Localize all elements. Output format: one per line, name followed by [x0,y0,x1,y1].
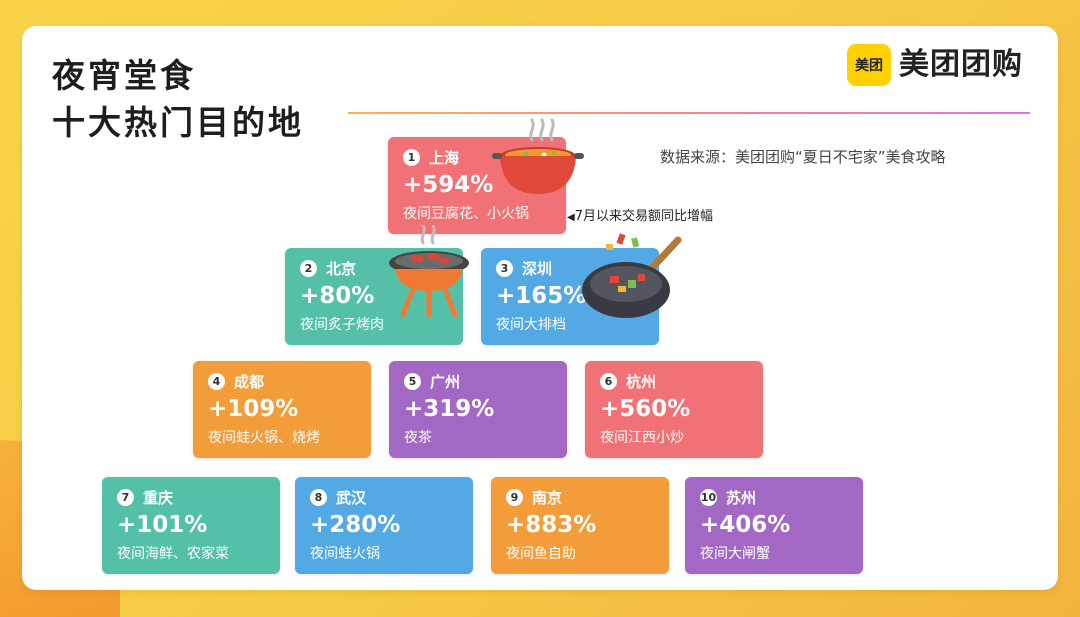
city-name: 北京 [326,259,357,278]
destination-tile: 6 杭州 +560% 夜间江西小炒 [585,361,763,458]
rank-badge: 2 [300,259,317,277]
grill-icon [389,225,469,317]
wok-icon [582,233,682,318]
growth-note-text: 7月以来交易额同比增幅 [574,209,713,224]
meituan-logo-text: 美团团购 [899,47,1023,82]
food-description: 夜间炙子烤肉 [300,317,384,333]
food-description: 夜间大闸蟹 [700,546,770,562]
left-arrow-icon: ◀ [567,212,575,223]
food-description: 夜间豆腐花、小火锅 [403,206,529,222]
rank-badge: 6 [600,372,617,390]
growth-value: +560% [600,396,691,422]
growth-value: +101% [117,512,208,538]
growth-value: +280% [310,512,401,538]
city-name: 武汉 [336,488,367,507]
destination-tile: 8 武汉 +280% 夜间蛙火锅 [295,477,473,574]
city-name: 重庆 [143,488,174,507]
rank-badge: 3 [496,259,513,277]
growth-value: +165% [496,283,587,309]
destination-tile: 10 苏州 +406% 夜间大闸蟹 [685,477,863,574]
page-title-line2: 十大热门目的地 [52,103,304,142]
destination-tile: 4 成都 +109% 夜间蛙火锅、烧烤 [193,361,371,458]
rank-badge: 10 [700,488,717,506]
food-description: 夜间海鲜、农家菜 [117,546,229,562]
growth-value: +406% [700,512,791,538]
rank-badge: 7 [117,488,134,506]
food-description: 夜茶 [404,430,432,446]
hotpot-icon [492,118,584,194]
city-name: 杭州 [626,372,657,391]
rank-badge: 9 [506,488,523,506]
city-name: 深圳 [522,259,553,278]
food-description: 夜间江西小炒 [600,430,684,446]
growth-note: ◀7月以来交易额同比增幅 [567,205,713,224]
city-name: 南京 [532,488,563,507]
food-description: 夜间鱼自助 [506,546,576,562]
food-description: 夜间蛙火锅 [310,546,380,562]
food-description: 夜间大排档 [496,317,566,333]
rank-badge: 5 [404,372,421,390]
city-name: 成都 [234,372,265,391]
growth-value: +109% [208,396,299,422]
meituan-logo-badge: 美团 [847,44,891,86]
destination-tile: 7 重庆 +101% 夜间海鲜、农家菜 [102,477,280,574]
city-name: 苏州 [726,488,757,507]
food-description: 夜间蛙火锅、烧烤 [208,430,320,446]
growth-value: +80% [300,283,375,309]
data-source-label: 数据来源：美团团购“夏日不宅家”美食攻略 [660,148,946,166]
destination-tile: 9 南京 +883% 夜间鱼自助 [491,477,669,574]
growth-value: +319% [404,396,495,422]
destination-tile: 5 广州 +319% 夜茶 [389,361,567,458]
rank-badge: 4 [208,372,225,390]
rank-badge: 8 [310,488,327,506]
title-divider [348,112,1030,114]
page-title-line1: 夜宵堂食 [52,56,196,95]
rank-badge: 1 [403,148,420,166]
city-name: 上海 [429,148,460,167]
city-name: 广州 [430,372,461,391]
growth-value: +883% [506,512,597,538]
growth-value: +594% [403,172,494,198]
